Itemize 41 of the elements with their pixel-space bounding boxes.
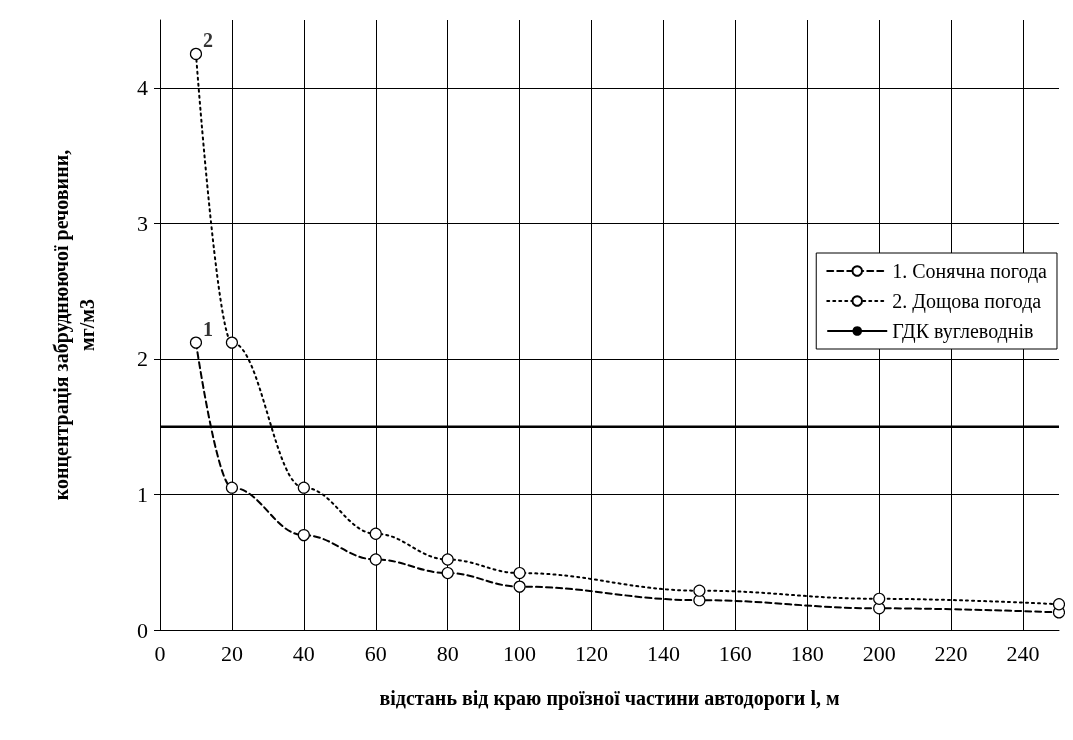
legend-label: 1. Сонячна погода [892, 260, 1048, 283]
x-tick-label: 40 [292, 640, 315, 666]
point [441, 553, 454, 566]
x-tick-label: 140 [646, 640, 680, 666]
x-tick-label: 60 [364, 640, 387, 666]
y-tick-label: 3 [137, 210, 148, 236]
x-tick-label: 180 [790, 640, 824, 666]
point [369, 527, 382, 540]
x-tick-label: 240 [1006, 640, 1040, 666]
point [297, 529, 310, 542]
legend-label: 2. Дощова погода [892, 290, 1042, 313]
point [225, 336, 239, 349]
point [441, 566, 454, 580]
y-tick-label: 1 [137, 481, 148, 507]
point [1052, 598, 1065, 611]
y-tick-label: 2 [137, 346, 148, 372]
x-tick-label: 20 [220, 640, 243, 666]
point [873, 592, 886, 605]
x-tick-label: 200 [862, 640, 896, 666]
x-tick-label: 100 [503, 640, 537, 666]
y-axis-title: концентрація забруднюючої речовини, мг/м3 [50, 149, 98, 501]
x-tick-label: 80 [436, 640, 459, 666]
y-tick-label: 0 [137, 617, 148, 643]
annotation: 1 [202, 317, 213, 340]
point [297, 481, 310, 494]
point [513, 566, 526, 580]
point [513, 580, 526, 593]
point [189, 47, 203, 60]
x-tick-label: 0 [154, 640, 166, 666]
x-tick-label: 160 [718, 640, 752, 666]
annotation: 2 [202, 28, 213, 51]
point [189, 336, 203, 349]
x-tick-label: 220 [934, 640, 968, 666]
point [693, 584, 706, 597]
x-tick-label: 120 [575, 640, 609, 666]
point [369, 553, 382, 566]
point [225, 481, 239, 494]
y-tick-label: 4 [137, 75, 148, 101]
x-axis-title: відстань від краю проїзної частини автодороги l, м [379, 687, 840, 710]
legend-label: ГДК вуглеводнів [892, 320, 1034, 343]
point [693, 594, 706, 607]
